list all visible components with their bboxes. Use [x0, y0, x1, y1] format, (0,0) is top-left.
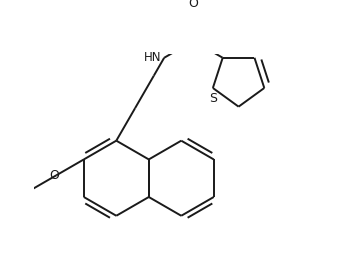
- Text: HN: HN: [144, 51, 161, 64]
- Text: O: O: [49, 169, 59, 182]
- Text: O: O: [188, 0, 198, 10]
- Text: S: S: [209, 92, 217, 105]
